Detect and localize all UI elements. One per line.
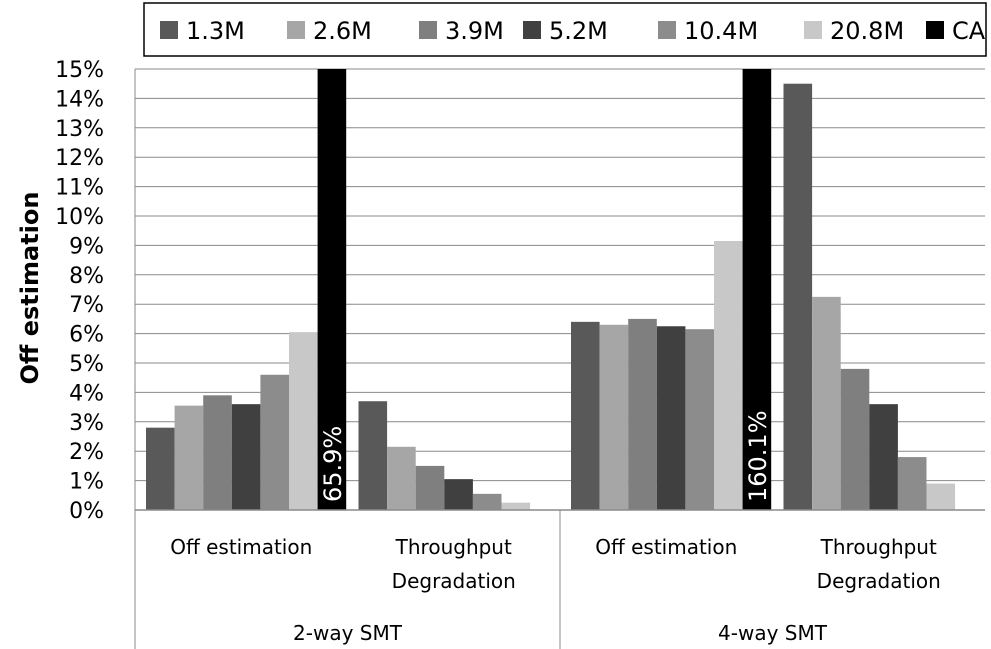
legend-label: CA: [952, 17, 986, 45]
bar-3_9M-cat3: [840, 368, 870, 510]
bar-CA-cat2: [742, 69, 772, 510]
bars: [146, 69, 956, 511]
legend-label: 10.4M: [684, 17, 758, 45]
bar-10_4M-cat1: [472, 493, 502, 510]
y-tick-label: 0%: [69, 499, 104, 524]
legend-swatch: [926, 21, 944, 39]
y-tick-label: 7%: [69, 293, 104, 318]
y-tick-label: 1%: [69, 470, 104, 495]
bar-2_6M-cat0: [174, 405, 204, 510]
legend-swatch: [658, 21, 676, 39]
legend-box: [143, 2, 987, 57]
legend-label: 3.9M: [445, 17, 504, 45]
y-tick-label: 9%: [69, 234, 104, 259]
y-tick-label: 2%: [69, 440, 104, 465]
y-tick-label: 6%: [69, 323, 104, 348]
bar-5_2M-cat0: [231, 404, 261, 510]
x-category-label: Off estimation: [595, 535, 737, 559]
y-tick-label: 8%: [69, 264, 104, 289]
x-axis: Off estimation Throughput Degradation Off e…: [134, 69, 985, 649]
legend-label: 5.2M: [549, 17, 608, 45]
bar-5_2M-cat1: [444, 479, 473, 510]
bar-10_4M-cat0: [260, 374, 289, 510]
bar-20_8M-cat2: [714, 240, 743, 511]
y-tick-label: 3%: [69, 411, 104, 436]
bar-1_3M-cat1: [358, 401, 388, 510]
y-tick-label: 13%: [55, 117, 104, 142]
bar-20_8M-cat3: [926, 483, 956, 510]
plot-gridlines: [135, 68, 985, 482]
x-group-label: 4-way SMT: [718, 621, 828, 645]
y-tick-label: 5%: [69, 352, 104, 377]
bar-5_2M-cat3: [869, 404, 898, 510]
x-category-label: Throughput: [820, 535, 937, 559]
y-tick-label: 4%: [69, 381, 104, 406]
bar-2_6M-cat2: [599, 324, 629, 510]
y-axis-title: Off estimation: [16, 192, 44, 385]
data-label-CA-cat2: 160.1%: [744, 410, 772, 502]
bar-3_9M-cat0: [203, 395, 232, 510]
bar-1_3M-cat0: [146, 427, 175, 510]
bar-1_3M-cat3: [783, 83, 813, 510]
bar-10_4M-cat2: [685, 329, 714, 510]
bar-1_3M-cat2: [571, 321, 600, 510]
bar-3_9M-cat1: [415, 465, 445, 510]
bar-10_4M-cat3: [897, 457, 927, 510]
legend-label: 20.8M: [830, 17, 904, 45]
legend-label: 2.6M: [313, 17, 372, 45]
legend-swatch: [523, 21, 541, 39]
y-tick-label: 15%: [55, 58, 104, 83]
bar-CA-cat0: [317, 69, 347, 510]
legend-swatch: [804, 21, 822, 39]
y-axis-ticks: 0% 1% 2% 3% 4% 5% 6% 7% 8% 9% 10% 11% 12% 13% 14% 15%: [55, 58, 104, 524]
y-tick-label: 14%: [55, 87, 104, 112]
legend: 1.3M 2.6M 3.9M 5.2M 10.4M 20.8M CA: [143, 2, 987, 57]
x-category-label: Degradation: [817, 569, 941, 593]
x-category-label: Throughput: [395, 535, 512, 559]
data-label-CA-cat0: 65.9%: [319, 426, 347, 502]
y-tick-label: 12%: [55, 146, 104, 171]
legend-swatch: [287, 21, 305, 39]
y-tick-label: 10%: [55, 205, 104, 230]
bar-20_8M-cat1: [501, 502, 531, 510]
bar-20_8M-cat0: [289, 332, 318, 510]
legend-label: 1.3M: [186, 17, 245, 45]
y-tick-label: 11%: [55, 176, 104, 201]
data-labels: 65.9% 160.1%: [319, 410, 772, 502]
x-category-label: Degradation: [392, 569, 516, 593]
x-group-label: 2-way SMT: [293, 621, 403, 645]
bar-2_6M-cat1: [387, 446, 416, 510]
x-category-label: Off estimation: [170, 535, 312, 559]
legend-swatch: [160, 21, 178, 39]
bar-3_9M-cat2: [628, 318, 657, 510]
bar-2_6M-cat3: [812, 296, 841, 510]
bar-5_2M-cat2: [656, 326, 686, 510]
legend-swatch: [419, 21, 437, 39]
